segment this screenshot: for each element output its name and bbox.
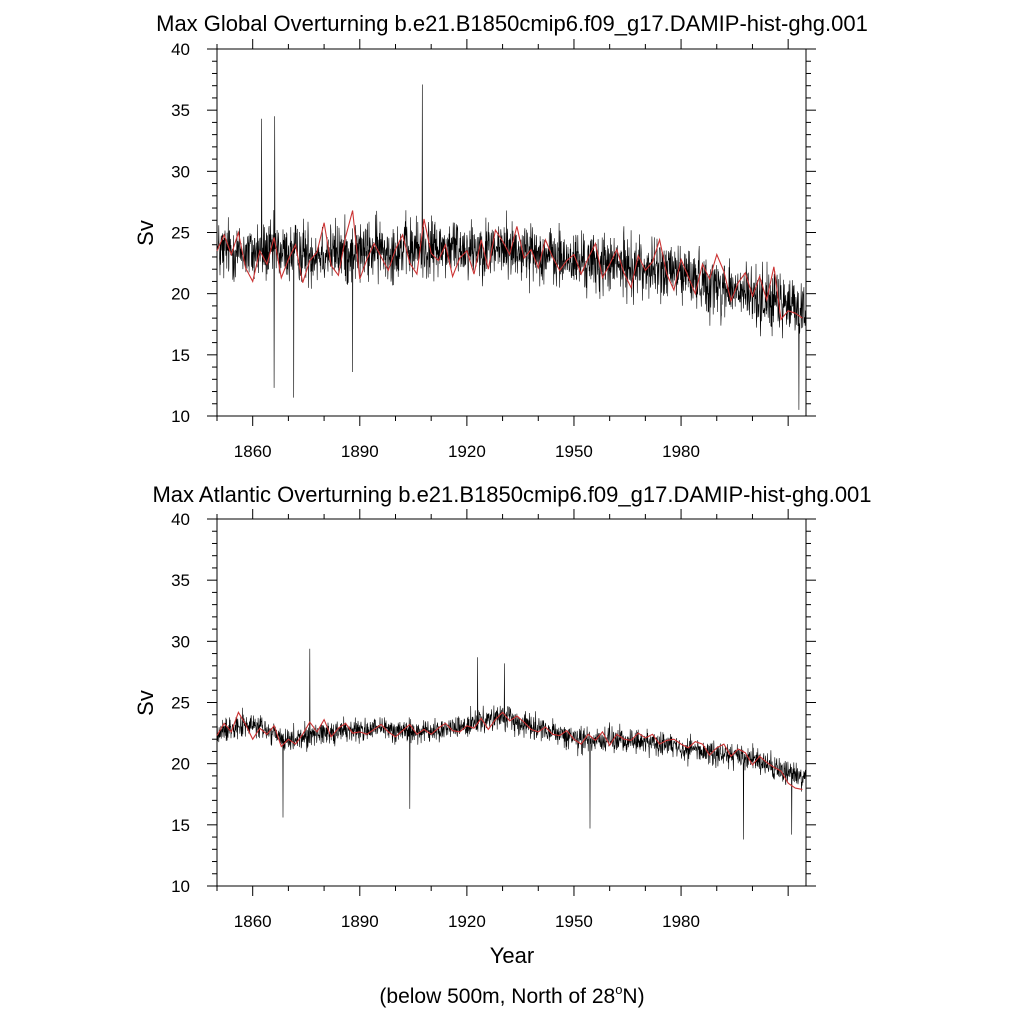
y-tick-label: 20: [171, 755, 190, 774]
x-tick-label: 1920: [448, 442, 486, 461]
atlantic-overturning-ylabel: Sv: [133, 690, 158, 716]
atlantic-overturning-title: Max Atlantic Overturning b.e21.B1850cmip…: [152, 482, 871, 507]
y-tick-label: 15: [171, 346, 190, 365]
atlantic-plot-area: 10 15 20 25 30 35 40 1860 1890 1920 1950 1980: [171, 509, 816, 931]
y-tick-label: 15: [171, 816, 190, 835]
x-tick-label: 1860: [234, 442, 272, 461]
plot-frame: [216, 518, 807, 887]
y-tick-label: 35: [171, 101, 190, 120]
y-tick-label: 30: [171, 162, 190, 181]
global-overturning-panel: Max Global Overturning b.e21.B1850cmip6.…: [133, 11, 868, 461]
x-tick-label: 1890: [341, 442, 379, 461]
x-tick-label: 1860: [234, 912, 272, 931]
footnote: (below 500m, North of 28oN): [379, 982, 644, 1008]
x-tick-label: 1980: [662, 442, 700, 461]
x-tick-label: 1950: [555, 912, 593, 931]
atlantic-overturning-panel: Max Atlantic Overturning b.e21.B1850cmip…: [133, 482, 872, 931]
y-tick-label: 10: [171, 407, 190, 426]
global-plot-area: 10 15 20 25 30 35 40 1860 1890 1920 1950 1980: [171, 39, 816, 461]
y-tick-label: 25: [171, 694, 190, 713]
global-overturning-title: Max Global Overturning b.e21.B1850cmip6.…: [156, 11, 868, 36]
x-tick-label: 1980: [662, 912, 700, 931]
footnote-degree: o: [615, 982, 622, 997]
y-tick-label: 40: [171, 40, 190, 59]
x-tick-label: 1920: [448, 912, 486, 931]
y-tick-label: 35: [171, 571, 190, 590]
global-overturning-ylabel: Sv: [133, 220, 158, 246]
x-axis-title: Year: [490, 943, 534, 968]
footnote-suffix: N): [622, 985, 644, 1008]
annual-mean-series-line: [216, 711, 803, 790]
y-tick-label: 40: [171, 510, 190, 529]
y-tick-label: 30: [171, 632, 190, 651]
footnote-prefix: (below 500m, North of 28: [379, 985, 615, 1008]
y-tick-label: 20: [171, 285, 190, 304]
x-tick-label: 1890: [341, 912, 379, 931]
x-tick-label: 1950: [555, 442, 593, 461]
monthly-series-line: [216, 648, 807, 840]
y-tick-label: 10: [171, 877, 190, 896]
annual-mean-series-line: [216, 210, 803, 321]
y-tick-label: 25: [171, 224, 190, 243]
